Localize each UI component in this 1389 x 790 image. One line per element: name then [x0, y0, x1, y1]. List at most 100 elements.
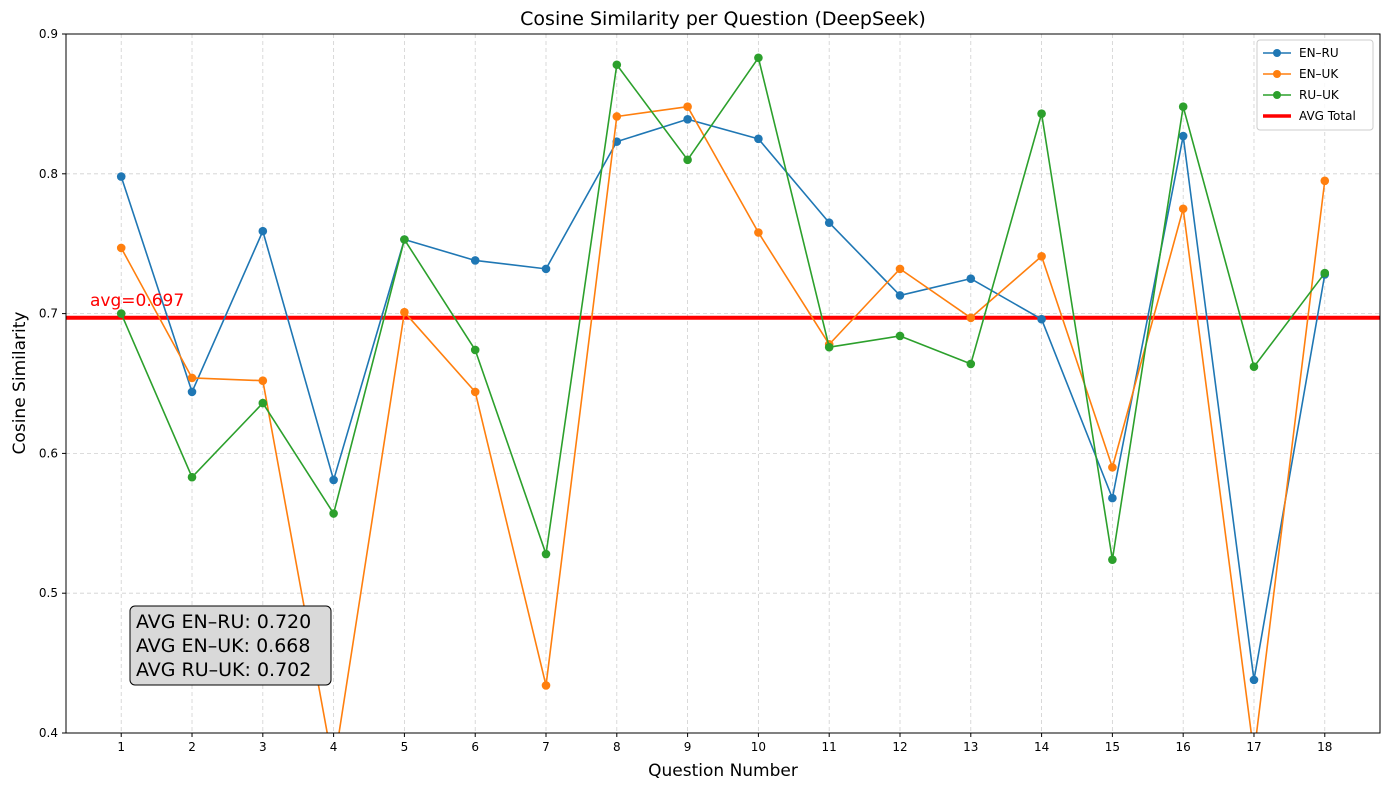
data-point-en-uk	[1108, 463, 1117, 472]
y-tick-label: 0.5	[39, 586, 58, 600]
x-axis-label: Question Number	[648, 761, 798, 781]
x-tick-label: 9	[684, 740, 692, 754]
data-point-ru-uk	[116, 309, 126, 318]
plot-frame	[65, 33, 1381, 734]
data-point-ru-uk	[754, 53, 763, 63]
x-tick-label: 5	[401, 740, 409, 754]
x-tick-label: 6	[471, 740, 479, 754]
legend-label-ru-uk: RU–UK	[1299, 88, 1340, 102]
legend-marker-en-ru	[1273, 49, 1281, 57]
legend-label-en-ru: EN–RU	[1299, 46, 1339, 60]
x-tick-label: 7	[542, 740, 550, 754]
stats-ru-uk: AVG RU–UK: 0.702	[136, 659, 311, 681]
legend-label-en-uk: EN–UK	[1299, 67, 1339, 81]
data-point-en-ru	[1037, 314, 1046, 324]
data-point-en-ru	[541, 264, 551, 274]
data-point-en-uk	[400, 307, 409, 317]
x-tick-label: 8	[613, 740, 621, 754]
stats-box-background	[129, 605, 332, 686]
x-tick-label: 17	[1246, 740, 1261, 754]
data-point-ru-uk	[612, 60, 622, 70]
data-point-ru-uk	[895, 331, 905, 341]
x-tick-label: 10	[751, 740, 766, 754]
data-point-en-uk	[895, 264, 905, 274]
data-point-en-uk	[541, 681, 551, 690]
series-line-ru-uk	[120, 56, 1326, 561]
y-tick-label: 0.8	[39, 167, 58, 181]
data-point-en-uk	[1320, 176, 1330, 186]
data-point-en-ru	[895, 291, 905, 300]
data-point-en-uk	[116, 243, 126, 253]
data-point-ru-uk	[400, 235, 409, 244]
legend-marker-en-uk	[1273, 70, 1281, 78]
legend-entry-ru-uk: RU–UK	[1263, 88, 1340, 102]
y-tick-label: 0.9	[39, 27, 58, 41]
data-point-en-ru	[683, 114, 692, 124]
x-tick-label: 16	[1176, 740, 1191, 754]
x-tick-label: 1	[117, 740, 125, 754]
data-point-en-ru	[966, 274, 976, 283]
legend-marker-ru-uk	[1273, 91, 1281, 99]
stats-en-ru: AVG EN–RU: 0.720	[136, 611, 311, 633]
data-point-en-ru	[1108, 493, 1117, 503]
y-tick-label: 0.6	[39, 446, 58, 460]
data-point-ru-uk	[1320, 268, 1330, 278]
data-point-en-uk	[187, 373, 197, 383]
legend-label-avg-total: AVG Total	[1299, 109, 1356, 123]
data-point-en-uk	[1037, 251, 1046, 261]
stats-en-uk: AVG EN–UK: 0.668	[136, 635, 310, 657]
y-tick-label: 0.4	[39, 726, 58, 740]
data-point-ru-uk	[966, 359, 976, 369]
data-point-ru-uk	[541, 549, 551, 559]
data-point-en-ru	[754, 134, 763, 144]
series-layer	[116, 53, 1330, 733]
data-point-ru-uk	[683, 155, 692, 165]
legend: EN–RU EN–UK RU–UK AVG Total	[1256, 39, 1374, 131]
data-point-ru-uk	[1037, 109, 1046, 118]
axis-ticks: 1 2 3 4 5 6 7 8 9 10 11 12 13 14 15 16 17 180.40.50.60.70…	[39, 27, 1333, 754]
data-point-ru-uk	[470, 345, 480, 355]
series-line-en-uk	[120, 105, 1326, 733]
data-point-en-ru	[116, 172, 126, 181]
data-point-en-uk	[612, 112, 622, 121]
x-tick-label: 2	[188, 740, 196, 754]
series-en-uk	[116, 102, 1330, 733]
x-tick-label: 4	[330, 740, 338, 754]
series-line-en-ru	[120, 118, 1326, 681]
data-point-en-ru	[187, 387, 197, 397]
x-tick-label: 12	[892, 740, 907, 754]
series-ru-uk	[116, 53, 1330, 564]
data-point-en-ru	[824, 218, 834, 228]
data-point-ru-uk	[329, 509, 338, 518]
x-tick-label: 3	[259, 740, 267, 754]
legend-entry-en-uk: EN–UK	[1263, 67, 1339, 81]
x-tick-label: 15	[1105, 740, 1120, 754]
stats-box: AVG EN–RU: 0.720 AVG EN–UK: 0.668 AVG RU…	[129, 605, 332, 686]
data-point-en-ru	[470, 256, 480, 265]
data-point-en-ru	[329, 475, 338, 485]
data-point-en-ru	[1178, 131, 1188, 141]
x-tick-label: 14	[1034, 740, 1049, 754]
data-point-ru-uk	[258, 398, 268, 408]
legend-entry-avg-total: AVG Total	[1263, 109, 1356, 123]
data-point-en-ru	[1249, 675, 1259, 685]
x-tick-label: 18	[1317, 740, 1332, 754]
y-axis-label: Cosine Similarity	[10, 312, 30, 455]
legend-box	[1256, 39, 1374, 131]
legend-entry-en-ru: EN–RU	[1263, 46, 1339, 60]
avg-annotation: avg=0.697	[90, 291, 184, 311]
data-point-ru-uk	[187, 472, 197, 482]
data-point-ru-uk	[1249, 362, 1259, 372]
x-tick-label: 13	[963, 740, 978, 754]
x-tick-label: 11	[822, 740, 837, 754]
data-point-en-uk	[754, 228, 763, 237]
data-point-en-uk	[258, 376, 268, 386]
data-point-en-uk	[683, 102, 692, 111]
data-point-en-ru	[258, 226, 268, 236]
chart-title: Cosine Similarity per Question (DeepSeek…	[520, 8, 926, 30]
data-point-en-uk	[470, 387, 480, 397]
data-point-ru-uk	[1178, 102, 1188, 111]
data-point-ru-uk	[1108, 555, 1117, 564]
y-tick-label: 0.7	[39, 307, 58, 321]
